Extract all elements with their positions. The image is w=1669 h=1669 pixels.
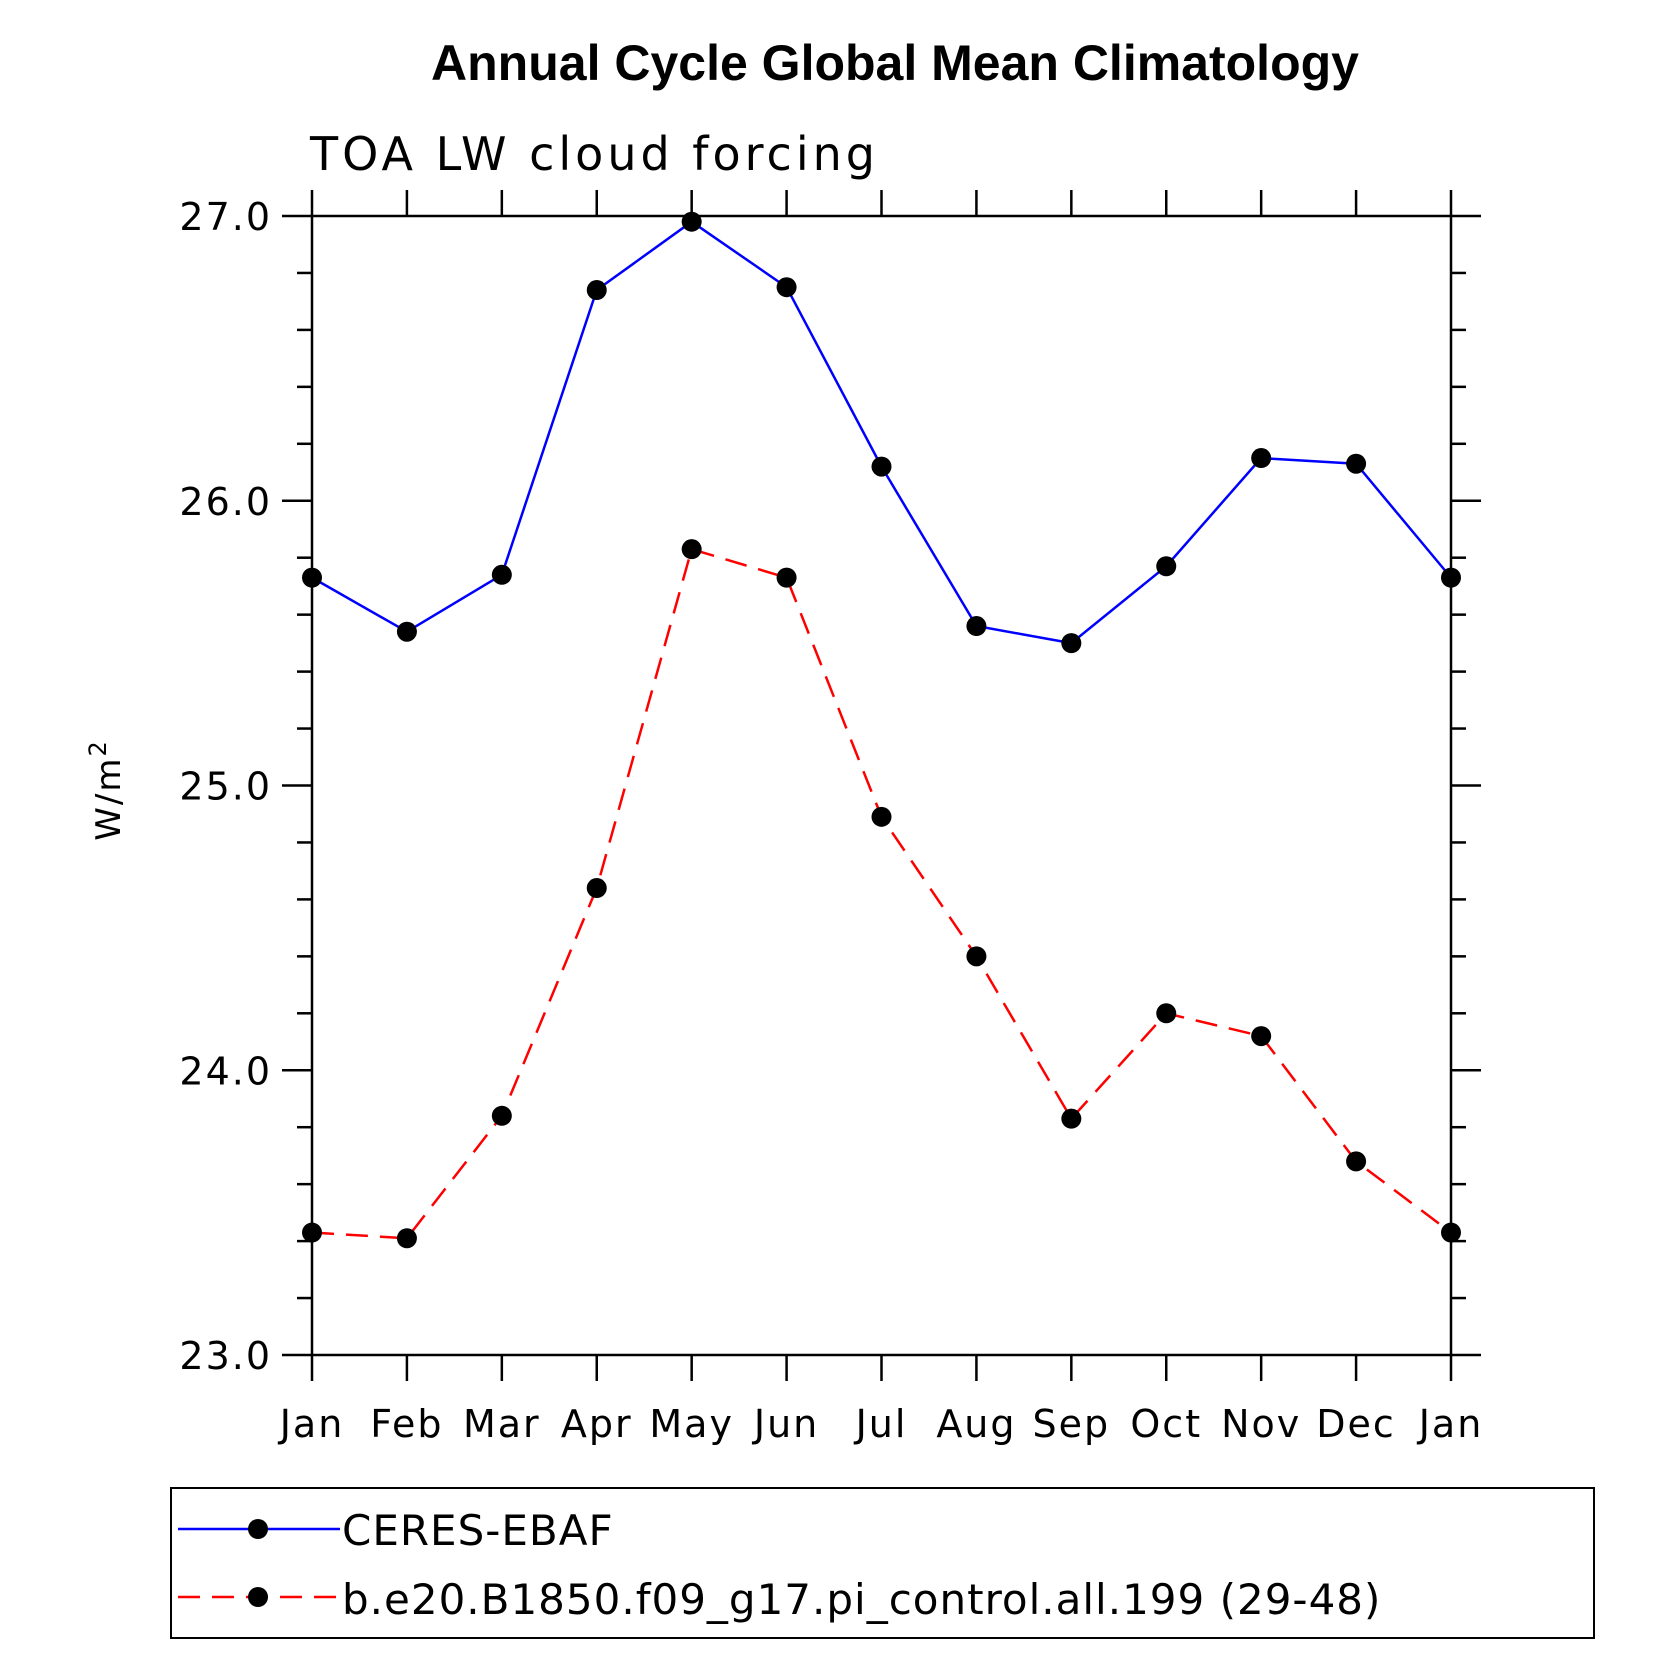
legend-marker-model: [248, 1587, 268, 1607]
series-line: [311, 547, 1452, 1240]
data-point: [776, 567, 797, 588]
y-axis-label-text: W/m: [89, 757, 129, 841]
x-tick-label: May: [649, 1402, 734, 1446]
series-layer: [302, 211, 1461, 1249]
data-point: [1346, 453, 1367, 474]
data-point: [396, 621, 417, 642]
data-point: [1251, 1026, 1272, 1047]
data-point: [966, 616, 987, 637]
data-point: [1156, 556, 1177, 577]
data-point: [1441, 567, 1461, 588]
axis-tick-labels: Jan Feb Mar Apr May Jun Jul Aug Sep Oct Nov Dec Jan2…: [179, 195, 1484, 1446]
chart-subtitle: TOA LW cloud forcing: [309, 127, 879, 181]
chart-title: Annual Cycle Global Mean Climatology: [431, 35, 1359, 91]
x-tick-label: Jul: [854, 1402, 908, 1446]
x-tick-label: Jan: [278, 1402, 345, 1446]
series-line: [311, 220, 1452, 645]
x-tick-label: Aug: [936, 1402, 1016, 1446]
data-point: [302, 1222, 322, 1243]
x-tick-label: Mar: [463, 1402, 541, 1446]
data-point: [586, 280, 607, 301]
data-point: [966, 946, 987, 967]
data-point: [302, 567, 322, 588]
data-point: [681, 539, 702, 560]
legend-marker-ceres: [248, 1519, 268, 1539]
x-tick-label: Jan: [1417, 1402, 1484, 1446]
y-axis-label: W/m2: [84, 739, 129, 840]
data-point: [1251, 448, 1272, 469]
axis-ticks: [282, 190, 1481, 1381]
series-1: [302, 539, 1461, 1249]
y-tick-label: 23.0: [179, 1334, 272, 1378]
legend-label-ceres: CERES-EBAF: [342, 1506, 614, 1555]
x-tick-label: Oct: [1130, 1402, 1202, 1446]
x-tick-label: Feb: [370, 1402, 443, 1446]
y-tick-label: 24.0: [179, 1049, 272, 1093]
data-point: [681, 211, 702, 232]
svg-text:W/m2: W/m2: [84, 739, 129, 840]
y-tick-label: 25.0: [179, 765, 272, 809]
data-point: [1061, 633, 1082, 654]
plot-frame: [310, 214, 1453, 1357]
data-point: [1441, 1222, 1461, 1243]
data-point: [1346, 1151, 1367, 1172]
x-tick-label: Nov: [1221, 1402, 1301, 1446]
data-point: [491, 564, 512, 585]
data-point: [586, 878, 607, 899]
data-point: [1061, 1108, 1082, 1129]
data-point: [491, 1105, 512, 1126]
data-point: [396, 1228, 417, 1249]
legend-label-model: b.e20.B1850.f09_g17.pi_control.all.199 (…: [342, 1575, 1381, 1624]
y-axis-label-superscript: 2: [84, 739, 112, 756]
x-tick-label: Jun: [752, 1402, 819, 1446]
data-point: [776, 277, 797, 298]
data-point: [1156, 1003, 1177, 1024]
legend-entry-model: b.e20.B1850.f09_g17.pi_control.all.199 (…: [178, 1575, 1381, 1624]
x-tick-label: Dec: [1316, 1402, 1396, 1446]
legend-entry-ceres: CERES-EBAF: [178, 1506, 614, 1555]
x-tick-label: Apr: [561, 1402, 633, 1446]
legend-box: [170, 1487, 1595, 1639]
x-tick-label: Sep: [1033, 1402, 1111, 1446]
y-tick-label: 27.0: [179, 195, 272, 239]
y-tick-label: 26.0: [179, 480, 272, 524]
data-point: [871, 456, 892, 477]
series-0: [302, 211, 1461, 654]
data-point: [871, 806, 892, 827]
